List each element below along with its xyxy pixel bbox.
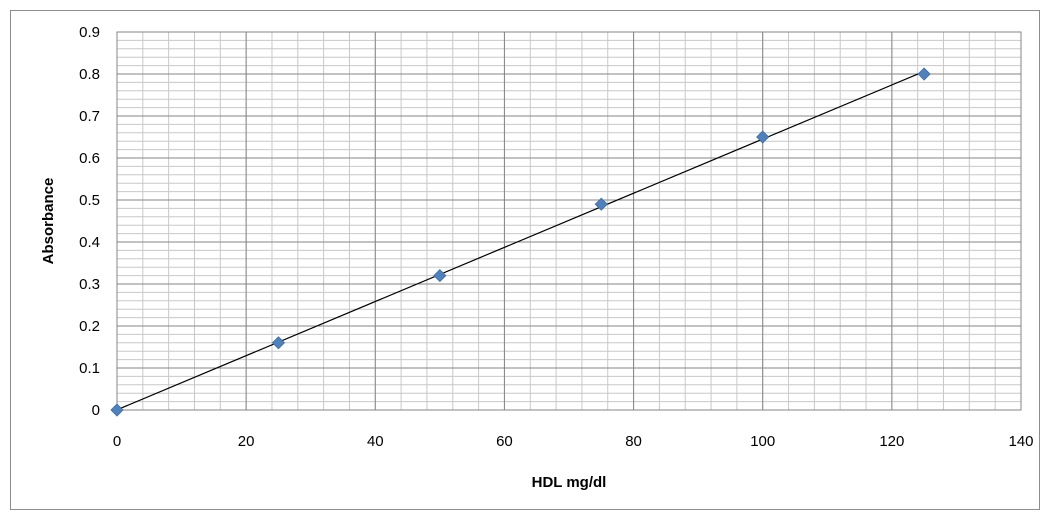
y-axis-title: Absorbance xyxy=(40,178,57,265)
x-tick-label: 80 xyxy=(625,433,642,450)
y-tick-label: 0.1 xyxy=(79,360,100,377)
y-tick-label: 0.7 xyxy=(79,108,100,125)
y-tick-label: 0.3 xyxy=(79,276,100,293)
x-tick-label: 60 xyxy=(496,433,513,450)
x-tick-label: 100 xyxy=(750,433,775,450)
x-axis-tick-labels: 0 20 40 60 80 100 120 140 xyxy=(113,433,1034,450)
x-tick-label: 20 xyxy=(238,433,255,450)
y-tick-label: 0 xyxy=(92,402,100,419)
y-tick-label: 0.5 xyxy=(79,192,100,209)
chart-area xyxy=(10,10,1040,510)
x-tick-label: 140 xyxy=(1008,433,1033,450)
data-point xyxy=(271,336,285,350)
y-tick-label: 0.4 xyxy=(79,234,100,251)
x-tick-label: 40 xyxy=(367,433,384,450)
data-point xyxy=(110,403,124,417)
x-axis-title: HDL mg/dl xyxy=(532,474,607,491)
data-point xyxy=(756,130,770,144)
y-tick-label: 0.8 xyxy=(79,66,100,83)
y-tick-label: 0.9 xyxy=(79,24,100,41)
linear-trendline xyxy=(116,70,925,411)
y-axis-tick-labels: 0 0.1 0.2 0.3 0.4 0.5 0.6 0.7 0.8 0.9 xyxy=(79,24,100,419)
minor-gridlines xyxy=(116,31,1022,411)
x-tick-label: 120 xyxy=(879,433,904,450)
y-tick-label: 0.6 xyxy=(79,150,100,167)
data-point xyxy=(917,67,931,81)
data-point xyxy=(433,269,447,283)
plot-area-border xyxy=(116,31,1022,411)
x-tick-label: 0 xyxy=(113,433,121,450)
data-point xyxy=(594,197,608,211)
y-tick-label: 0.2 xyxy=(79,318,100,335)
data-points xyxy=(110,67,931,417)
